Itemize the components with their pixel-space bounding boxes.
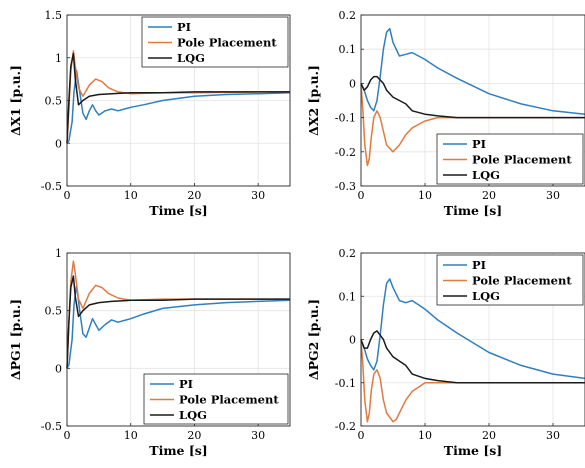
legend-entry-label: Pole Placement <box>177 36 277 50</box>
series-line-lqg <box>360 330 585 384</box>
y-tick-label: -0.1 <box>335 112 356 125</box>
legend-entry-label: PI <box>179 377 193 391</box>
y-tick-label: 0.5 <box>45 95 63 108</box>
legend-entry-label: LQG <box>179 408 207 422</box>
legend-entry-label: Pole Placement <box>179 393 279 407</box>
y-tick-label: -0.3 <box>335 180 356 193</box>
y-tick-label: 0.1 <box>339 290 357 303</box>
x-tick-label: 0 <box>358 189 365 202</box>
x-tick-label: 10 <box>418 189 432 202</box>
legend-entry-label: PI <box>472 258 486 272</box>
series-line-lqg <box>66 275 290 369</box>
x-tick-label: 30 <box>251 189 265 202</box>
x-tick-label: 20 <box>187 189 201 202</box>
y-axis-label: ΔX1 [p.u.] <box>8 65 23 136</box>
y-tick-label: -0.5 <box>41 180 62 193</box>
y-axis-label: ΔPG2 [p.u.] <box>306 299 321 380</box>
y-tick-label: 1 <box>55 52 62 65</box>
x-axis-label: Time [s] <box>149 443 207 458</box>
legend-entry-label: Pole Placement <box>472 274 572 288</box>
y-tick-label: 1 <box>55 247 62 260</box>
y-tick-label: 0.1 <box>339 43 357 56</box>
chart-panel-4: 0 10 20 30 -0.2 -0.1 0 0.1 0.2 Time [s] ΔPG2 [p.u.… <box>306 247 585 458</box>
chart-panel-2: 0 10 20 30 -0.3 -0.2 -0.1 0 0.1 0.2 Time [s] ΔX2 [p… <box>306 9 585 218</box>
x-tick-label: 30 <box>546 189 560 202</box>
y-axis-label: ΔX2 [p.u.] <box>306 65 321 136</box>
x-tick-label: 20 <box>187 429 201 442</box>
series-line-pi <box>360 278 585 380</box>
y-tick-label: 0.5 <box>45 305 63 318</box>
x-tick-label: 10 <box>418 429 432 442</box>
legend-entry-label: Pole Placement <box>472 153 572 167</box>
legend-entry-label: LQG <box>472 289 500 303</box>
x-tick-label: 20 <box>482 189 496 202</box>
legend-entry-label: PI <box>177 20 191 34</box>
x-tick-label: 0 <box>358 429 365 442</box>
x-tick-label: 0 <box>64 429 71 442</box>
series-line-lqg <box>66 52 290 144</box>
x-axis-label: Time [s] <box>444 443 502 458</box>
legend-entry-label: LQG <box>472 168 500 182</box>
y-tick-label: 0 <box>55 362 62 375</box>
series-line-pole-placement <box>66 260 290 369</box>
x-tick-label: 30 <box>251 429 265 442</box>
y-tick-label: -0.2 <box>335 146 356 159</box>
axes-frame <box>66 252 291 427</box>
y-tick-label: -0.1 <box>335 377 356 390</box>
x-tick-label: 0 <box>64 189 71 202</box>
x-tick-label: 10 <box>124 189 138 202</box>
y-tick-label: 0 <box>349 77 356 90</box>
y-tick-label: 0 <box>349 334 356 347</box>
legend-entry-label: PI <box>472 137 486 151</box>
y-tick-label: -0.2 <box>335 420 356 433</box>
y-tick-label: 1.5 <box>45 9 63 22</box>
y-axis-label: ΔPG1 [p.u.] <box>8 299 23 380</box>
x-axis-label: Time [s] <box>149 203 207 218</box>
axes-frame <box>360 14 585 187</box>
series-line-lqg <box>360 75 585 119</box>
x-tick-label: 30 <box>546 429 560 442</box>
legend-entry-label: LQG <box>177 51 205 65</box>
x-tick-label: 10 <box>124 429 138 442</box>
y-tick-label: -0.5 <box>41 420 62 433</box>
series-line-pi <box>360 27 585 115</box>
y-tick-label: 0.2 <box>339 9 357 22</box>
x-axis-label: Time [s] <box>444 203 502 218</box>
y-tick-label: 0.2 <box>339 247 357 260</box>
x-tick-label: 20 <box>482 429 496 442</box>
y-tick-label: 0 <box>55 137 62 150</box>
